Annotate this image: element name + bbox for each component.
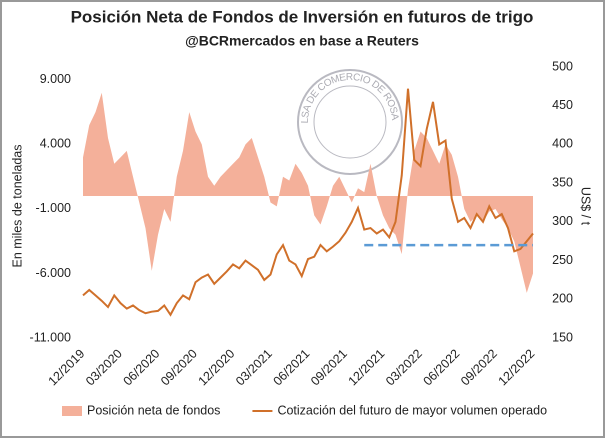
y2-tick-label: 300 xyxy=(552,214,573,228)
watermark-ring xyxy=(297,69,403,175)
y-tick-label: -6.000 xyxy=(36,266,71,280)
chart-title: Posición Neta de Fondos de Inversión en … xyxy=(71,7,534,26)
watermark-ring xyxy=(313,85,387,159)
y2-tick-label: 350 xyxy=(552,175,573,189)
y2-tick-label: 250 xyxy=(552,253,573,267)
legend-label: Posición neta de fondos xyxy=(87,403,220,417)
y-tick-label: 9.000 xyxy=(40,72,71,86)
legend-swatch xyxy=(62,406,82,416)
line xyxy=(82,88,534,317)
y2-tick-label: 450 xyxy=(552,98,573,112)
legend-label: Cotización del futuro de mayor volumen o… xyxy=(277,403,547,417)
y2-tick-label: 500 xyxy=(552,59,573,73)
y2-tick-label: 400 xyxy=(552,137,573,151)
y-axis-label: En miles de toneladas xyxy=(10,145,24,268)
area xyxy=(83,92,533,293)
chart-subtitle: @BCRmercados en base a Reuters xyxy=(185,33,419,49)
y2-tick-label: 150 xyxy=(552,330,573,344)
y-tick-label: -1.000 xyxy=(36,201,71,215)
y2-axis-label: US$ / t xyxy=(579,187,593,226)
y-tick-label: 4.000 xyxy=(40,137,71,151)
y-tick-label: -11.000 xyxy=(30,330,72,344)
y2-tick-label: 200 xyxy=(552,292,573,306)
